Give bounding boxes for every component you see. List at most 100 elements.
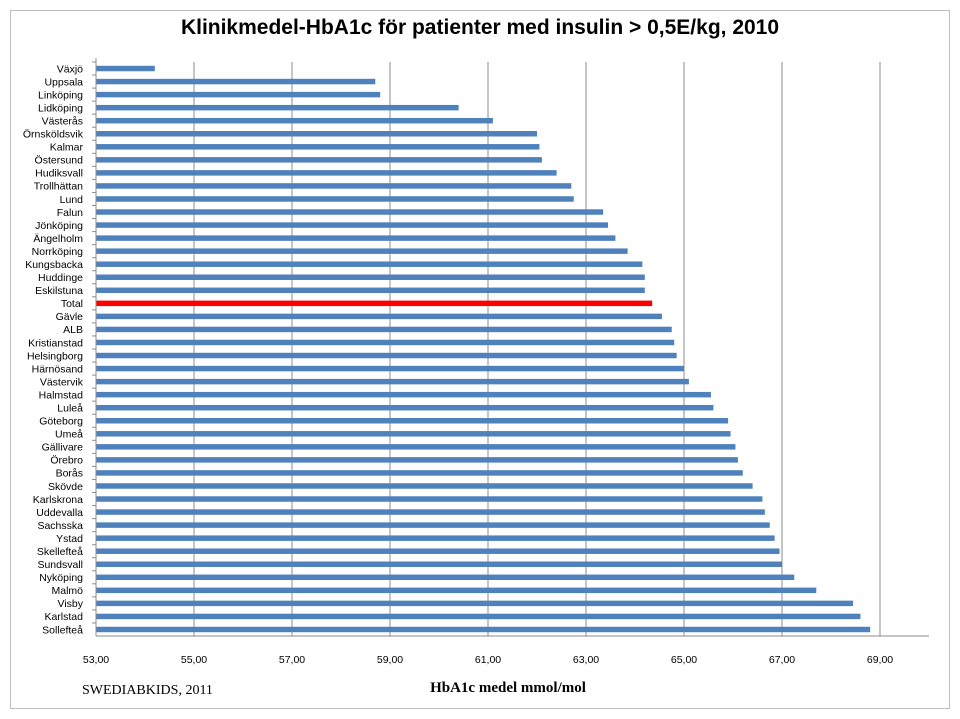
bar <box>96 365 684 372</box>
category-label: Malmö <box>51 585 83 597</box>
bar <box>96 274 645 280</box>
axes <box>92 58 929 637</box>
bar <box>96 261 643 267</box>
category-label: Västervik <box>40 376 84 388</box>
category-label: Uddevalla <box>36 507 83 519</box>
category-label: Luleå <box>57 403 83 415</box>
bar <box>96 470 743 476</box>
category-label: Västerås <box>42 116 83 128</box>
category-label: Uppsala <box>44 76 83 88</box>
bar <box>96 483 753 489</box>
bar <box>96 235 616 241</box>
x-axis-label: HbA1c medel mmol/mol <box>430 680 586 696</box>
category-label: Eskilstuna <box>35 285 83 297</box>
bar <box>96 248 628 254</box>
bar <box>96 183 572 189</box>
bar <box>96 222 609 228</box>
category-label: Sollefteå <box>42 624 83 636</box>
bar <box>96 352 677 359</box>
category-label: Sachsska <box>37 520 83 532</box>
bar <box>96 496 763 502</box>
category-label: Kristianstad <box>28 337 83 349</box>
category-label: Visby <box>58 598 84 610</box>
bar <box>96 548 780 554</box>
bar <box>96 157 542 163</box>
category-label: Borås <box>56 468 83 480</box>
bar <box>96 144 540 150</box>
bar <box>96 287 645 294</box>
category-label: Linköping <box>38 89 83 101</box>
x-tick-label: 69,00 <box>867 654 893 666</box>
category-label: Skövde <box>48 481 83 493</box>
x-tick-label: 61,00 <box>475 654 501 666</box>
category-label: Karlskrona <box>33 494 83 506</box>
bar <box>96 626 871 633</box>
category-label: Skellefteå <box>37 546 83 558</box>
bars <box>96 65 871 633</box>
category-label: Norrköping <box>32 246 84 258</box>
source-note: SWEDIABKIDS, 2011 <box>82 683 213 698</box>
tick-labels: 53,00 55,00 57,00 59,00 61,00 63,00 65,00 67,00… <box>83 654 893 666</box>
category-label: Ängelholm <box>33 233 83 245</box>
x-tick-label: 63,00 <box>573 654 599 666</box>
bar <box>96 209 604 215</box>
bar <box>96 378 689 385</box>
category-label: Sundsvall <box>37 559 83 571</box>
bar <box>96 78 376 85</box>
category-label: Östersund <box>35 155 84 167</box>
x-tick-label: 59,00 <box>377 654 403 666</box>
category-label: Lidköping <box>38 102 83 114</box>
bar <box>96 561 782 567</box>
bar <box>96 535 775 541</box>
category-label: Trollhättan <box>34 181 83 193</box>
x-tick-label: 57,00 <box>279 654 305 666</box>
category-label: Nyköping <box>39 572 83 584</box>
bar <box>96 444 736 450</box>
category-label: Lund <box>60 194 84 206</box>
bar <box>96 418 729 424</box>
category-label: Växjö <box>57 63 83 75</box>
category-label: Halmstad <box>39 389 84 401</box>
x-tick-label: 65,00 <box>671 654 697 666</box>
category-label: Falun <box>57 207 83 219</box>
category-label: Göteborg <box>39 416 83 428</box>
bar <box>96 131 537 137</box>
category-label: Örnsköldsvik <box>23 129 84 141</box>
x-tick-label: 53,00 <box>83 654 109 666</box>
bar <box>96 339 675 346</box>
category-label: Ystad <box>56 533 83 545</box>
bar <box>96 457 738 463</box>
bar <box>96 170 557 176</box>
x-tick-label: 55,00 <box>181 654 207 666</box>
bar <box>96 104 459 111</box>
category-label: Total <box>61 298 83 310</box>
bar <box>96 613 861 620</box>
category-label: Helsingborg <box>27 350 83 362</box>
category-label: Umeå <box>55 429 83 441</box>
category-label: Kungsbacka <box>25 259 83 271</box>
category-label: Huddinge <box>38 272 83 284</box>
category-label: Gällivare <box>42 442 84 454</box>
category-label: Hudiksvall <box>35 168 83 180</box>
bar <box>96 65 155 72</box>
bar <box>96 522 770 528</box>
category-label: Karlstad <box>44 611 83 623</box>
bar <box>96 600 854 607</box>
category-label: Härnösand <box>32 363 84 375</box>
bar <box>96 574 795 581</box>
bar <box>96 196 574 202</box>
category-label: Kalmar <box>50 142 84 154</box>
category-label: ALB <box>63 324 83 336</box>
chart-frame <box>10 10 950 709</box>
bar <box>96 313 662 320</box>
bar <box>96 117 493 124</box>
chart-title: Klinikmedel-HbA1c för patienter med insu… <box>180 16 780 39</box>
bar <box>96 91 381 98</box>
category-label: Gävle <box>56 311 84 323</box>
bar-total <box>96 300 653 307</box>
x-tick-label: 67,00 <box>769 654 795 666</box>
bar <box>96 509 765 515</box>
bar <box>96 326 672 333</box>
